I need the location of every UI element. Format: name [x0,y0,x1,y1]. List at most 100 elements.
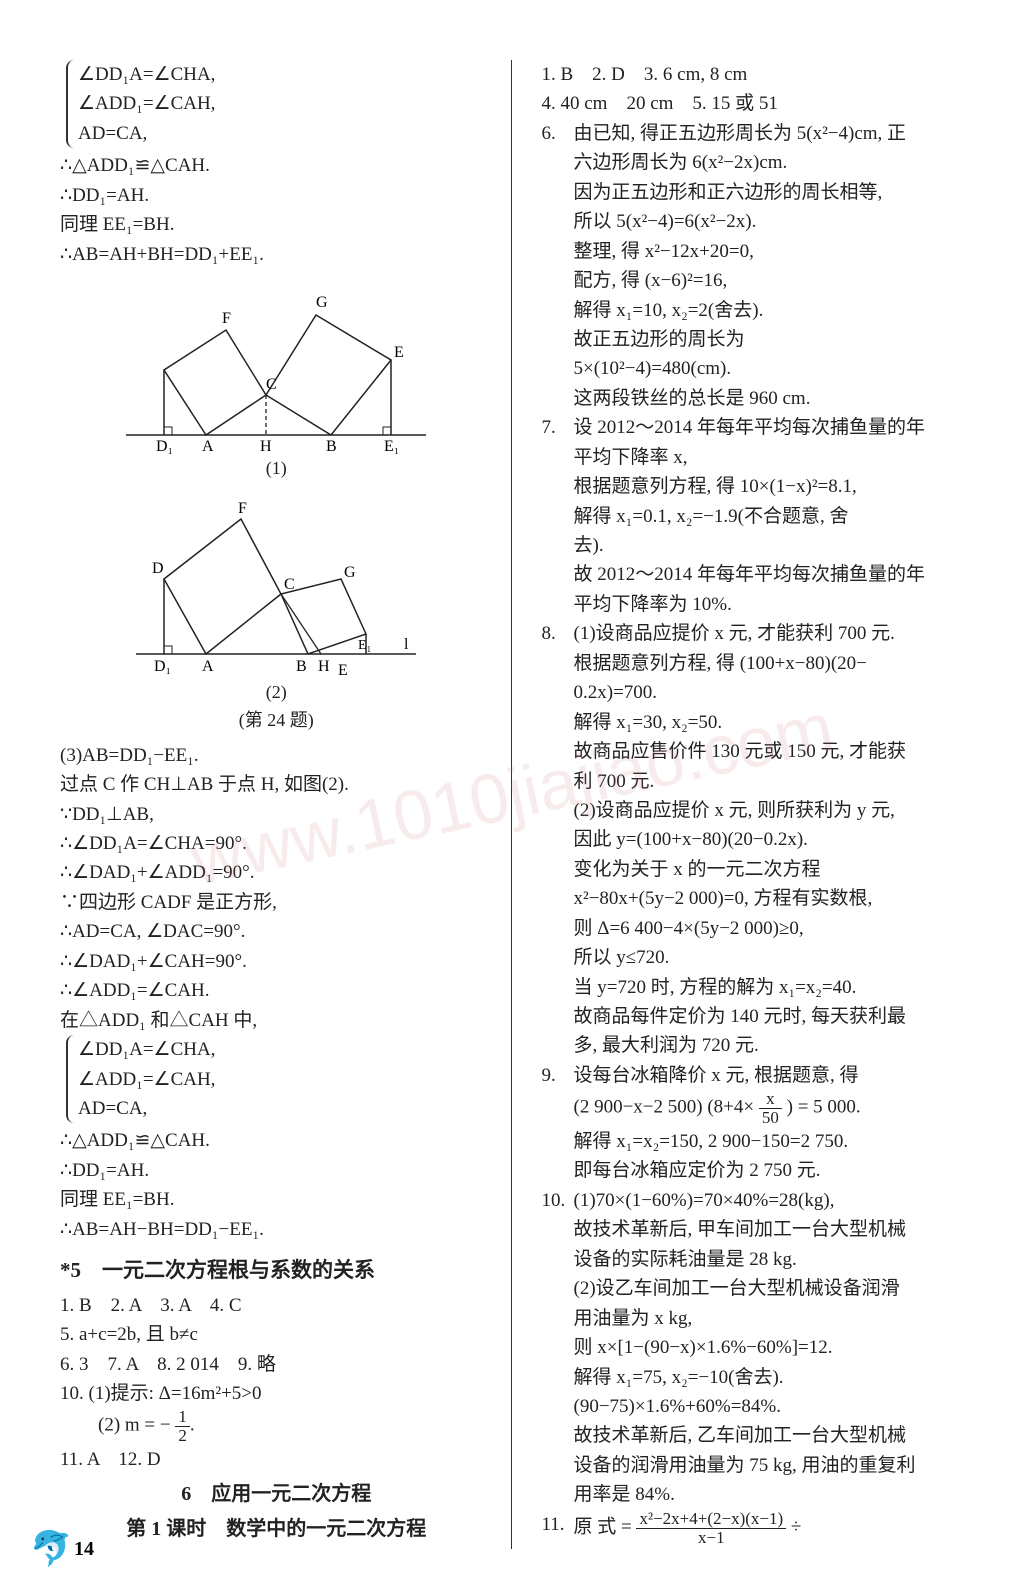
text-line: 因为正五边形和正六边形的周长相等, [574,178,975,207]
left-column: ∠DD₁A=∠CHA, ∠ADD₁=∠CAH, AD=CA, ∴△ADD₁≌△C… [60,60,512,1549]
text-line: 六边形周长为 6(x²−2x)cm. [574,148,975,177]
label-C: C [266,376,277,393]
text-line: 去). [574,531,975,560]
label-G: G [316,294,328,311]
text-line: 解得 x₁=75, x₂=−10(舍去). [574,1363,975,1392]
page: www.1010jiajiao.com ∠DD₁A=∠CHA, ∠ADD₁=∠C… [0,0,1024,1589]
text-line: 平均下降率为 10%. [574,590,975,619]
text-line: (1)70×(1−60%)=70×40%=28(kg), [574,1186,975,1215]
label-E1: E₁ [384,438,399,455]
eq-line: ∴DD₁=AH. [60,1156,493,1185]
label-C2: C [284,576,295,593]
eq-line: ∵DD₁⊥AB, [60,800,493,829]
text-line: 解得 x₁=10, x₂=2(舍去). [574,296,975,325]
eq-part: ) [787,1097,793,1118]
frac-num: x [759,1090,782,1109]
label-H2: H [318,658,330,675]
text-line: 故技术革新后, 甲车间加工一台大型机械 [574,1215,975,1244]
item-body: 设每台冰箱降价 x 元, 根据题意, 得 (2 900−x−2 500) (8+… [574,1061,975,1186]
answers-line: (2) m = − 1 2 . [60,1408,493,1445]
item-number: 8. [542,619,574,1061]
text-line: 因此 y=(100+x−80)(20−0.2x). [574,825,975,854]
page-number: 14 [74,1538,94,1561]
eq-line: ∴AB=AH−BH=DD₁−EE₁. [60,1215,493,1244]
eq-line: ∴DD₁=AH. [60,181,493,210]
eq-line: ∴∠DD₁A=∠CHA=90°. [60,829,493,858]
section-5-title: *5 一元二次方程根与系数的关系 [60,1254,493,1287]
frac-num: 1 [175,1408,190,1427]
eq-line: ∴△ADD₁≌△CAH. [60,151,493,180]
item-8: 8. (1)设商品应提价 x 元, 才能获利 700 元. 根据题意列方程, 得… [542,619,975,1061]
text-line: 故正五边形的周长为 [574,325,975,354]
eq-line: ∠ADD₁=∠CAH, [78,1065,493,1094]
label-D1: D₁ [156,438,173,455]
fraction: 1 2 [175,1408,190,1445]
label-A: A [202,438,214,455]
item-11: 11. 原 式 = x²−2x+4+(2−x)(x−1) x−1 ÷ [542,1510,975,1547]
text-line: 变化为关于 x 的一元二次方程 [574,855,975,884]
text-line: (1)设商品应提价 x 元, 才能获利 700 元. [574,619,975,648]
figure-1: F G E C D₁ A H B E₁ (1) [60,275,493,483]
text-line: 故 2012～2014 年每年平均每次捕鱼量的年 [574,560,975,589]
label-F2: F [238,500,247,517]
text-line: 即每台冰箱应定价为 2 750 元. [574,1156,975,1185]
text-line: 用率是 84%. [574,1480,975,1509]
item-body: 原 式 = x²−2x+4+(2−x)(x−1) x−1 ÷ [574,1510,975,1547]
eq-line: 过点 C 作 CH⊥AB 于点 H, 如图(2). [60,770,493,799]
text-line: 由已知, 得正五边形周长为 5(x²−4)cm, 正 [574,119,975,148]
text-line: 设每台冰箱降价 x 元, 根据题意, 得 [574,1061,975,1090]
eq-line: ∴AD=CA, ∠DAC=90°. [60,917,493,946]
eq-prefix: (2) m = − [60,1415,171,1436]
item-number: 9. [542,1061,574,1186]
label-H: H [260,438,272,455]
two-column-layout: ∠DD₁A=∠CHA, ∠ADD₁=∠CAH, AD=CA, ∴△ADD₁≌△C… [60,60,974,1549]
text-line: 这两段铁丝的总长是 960 cm. [574,384,975,413]
eq-line: 同理 EE₁=BH. [60,210,493,239]
text-line: 解得 x₁=30, x₂=50. [574,708,975,737]
eq-part: (2 900−x−2 500) [574,1097,703,1118]
label-D2: D [152,560,164,577]
eq-line: 在△ADD₁ 和△CAH 中, [60,1006,493,1035]
text-line: 设备的润滑用油量为 75 kg, 用油的重复利 [574,1451,975,1480]
eq-prefix: 原 式 = [574,1516,632,1537]
eq-line: ∠ADD₁=∠CAH, [78,89,493,118]
text-line: 所以 y≤720. [574,943,975,972]
text-line: 则 Δ=6 400−4×(5y−2 000)≥0, [574,914,975,943]
eq-suffix: ÷ [791,1516,801,1537]
item-body: 设 2012～2014 年每年平均每次捕鱼量的年 平均下降率 x, 根据题意列方… [574,413,975,619]
item-6: 6. 由已知, 得正五边形周长为 5(x²−4)cm, 正 六边形周长为 6(x… [542,119,975,413]
dolphin-icon: 🐬 [30,1529,72,1569]
text-line: 平均下降率 x, [574,443,975,472]
text-line: 所以 5(x²−4)=6(x²−2x). [574,207,975,236]
answers-line: 5. a+c=2b, 且 b≠c [60,1320,493,1349]
eq-line: ∴△ADD₁≌△CAH. [60,1126,493,1155]
text-line: 故商品应售价件 130 元或 150 元, 才能获 [574,737,975,766]
text-line: 5×(10²−4)=480(cm). [574,354,975,383]
text-line: 则 x×[1−(90−x)×1.6%−60%]=12. [574,1333,975,1362]
eq-line: ∴AB=AH+BH=DD₁+EE₁. [60,240,493,269]
answers-line: 1. B 2. A 3. A 4. C [60,1291,493,1320]
eq-line: 同理 EE₁=BH. [60,1185,493,1214]
label-E12: E₁ [358,638,371,653]
text-line: 根据题意列方程, 得 10×(1−x)²=8.1, [574,472,975,501]
text-line: 设备的实际耗油量是 28 kg. [574,1245,975,1274]
eq-part: = 5 000. [798,1097,861,1118]
item-number: 6. [542,119,574,413]
fraction: x²−2x+4+(2−x)(x−1) x−1 [636,1510,786,1547]
frac-num: x²−2x+4+(2−x)(x−1) [636,1510,786,1529]
item-body: (1)设商品应提价 x 元, 才能获利 700 元. 根据题意列方程, 得 (1… [574,619,975,1061]
eq-line: ∴∠ADD₁=∠CAH. [60,976,493,1005]
label-F: F [222,310,231,327]
eq-line: (3)AB=DD₁−EE₁. [60,741,493,770]
eq-line: ∵四边形 CADF 是正方形, [60,888,493,917]
answers-line: 4. 40 cm 20 cm 5. 15 或 51 [542,89,975,118]
item-body: 由已知, 得正五边形周长为 5(x²−4)cm, 正 六边形周长为 6(x²−2… [574,119,975,413]
item-number: 7. [542,413,574,619]
eq-line: AD=CA, [78,1094,493,1123]
text-line: 解得 x₁=x₂=150, 2 900−150=2 750. [574,1127,975,1156]
brace-system-1: ∠DD₁A=∠CHA, ∠ADD₁=∠CAH, AD=CA, [66,60,493,148]
section-6-title: 6 应用一元二次方程 [60,1479,493,1510]
label-E: E [394,344,404,361]
text-line: 0.2x)=700. [574,678,975,707]
figure-2-caption: (2) [60,679,493,707]
